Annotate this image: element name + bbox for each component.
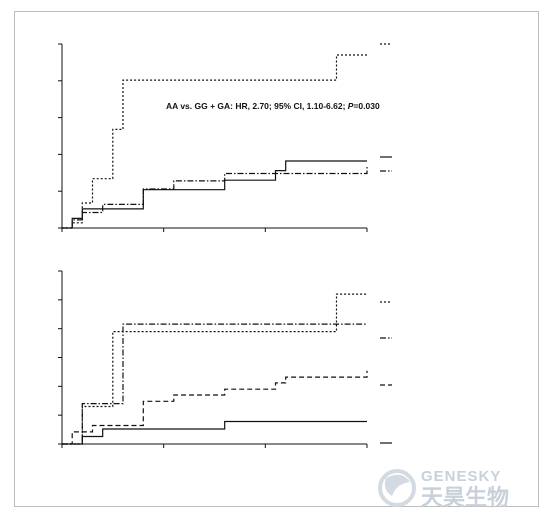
series-line-2 — [62, 370, 368, 445]
series-line-0 — [62, 293, 367, 445]
figure-frame — [14, 11, 539, 507]
watermark-brand: GENESKY — [421, 468, 501, 485]
genesky-watermark: GENESKY 天昊生物 — [378, 468, 509, 510]
annotation-p-label: P — [348, 101, 354, 111]
series-line-0 — [62, 54, 367, 229]
annotation-text: AA vs. GG + GA: HR, 2.70; 95% CI, 1.10-6… — [166, 101, 348, 111]
series-line-3 — [62, 420, 367, 445]
genesky-logo-icon — [378, 469, 416, 507]
panel-b — [58, 270, 392, 448]
hazard-ratio-annotation: AA vs. GG + GA: HR, 2.70; 95% CI, 1.10-6… — [166, 101, 380, 111]
panel-a: AA vs. GG + GA: HR, 2.70; 95% CI, 1.10-6… — [58, 43, 392, 232]
series-line-2 — [62, 165, 368, 229]
annotation-p-value: =0.030 — [353, 101, 380, 111]
series-line-1 — [62, 160, 367, 229]
watermark-brand-cn: 天昊生物 — [421, 485, 509, 510]
